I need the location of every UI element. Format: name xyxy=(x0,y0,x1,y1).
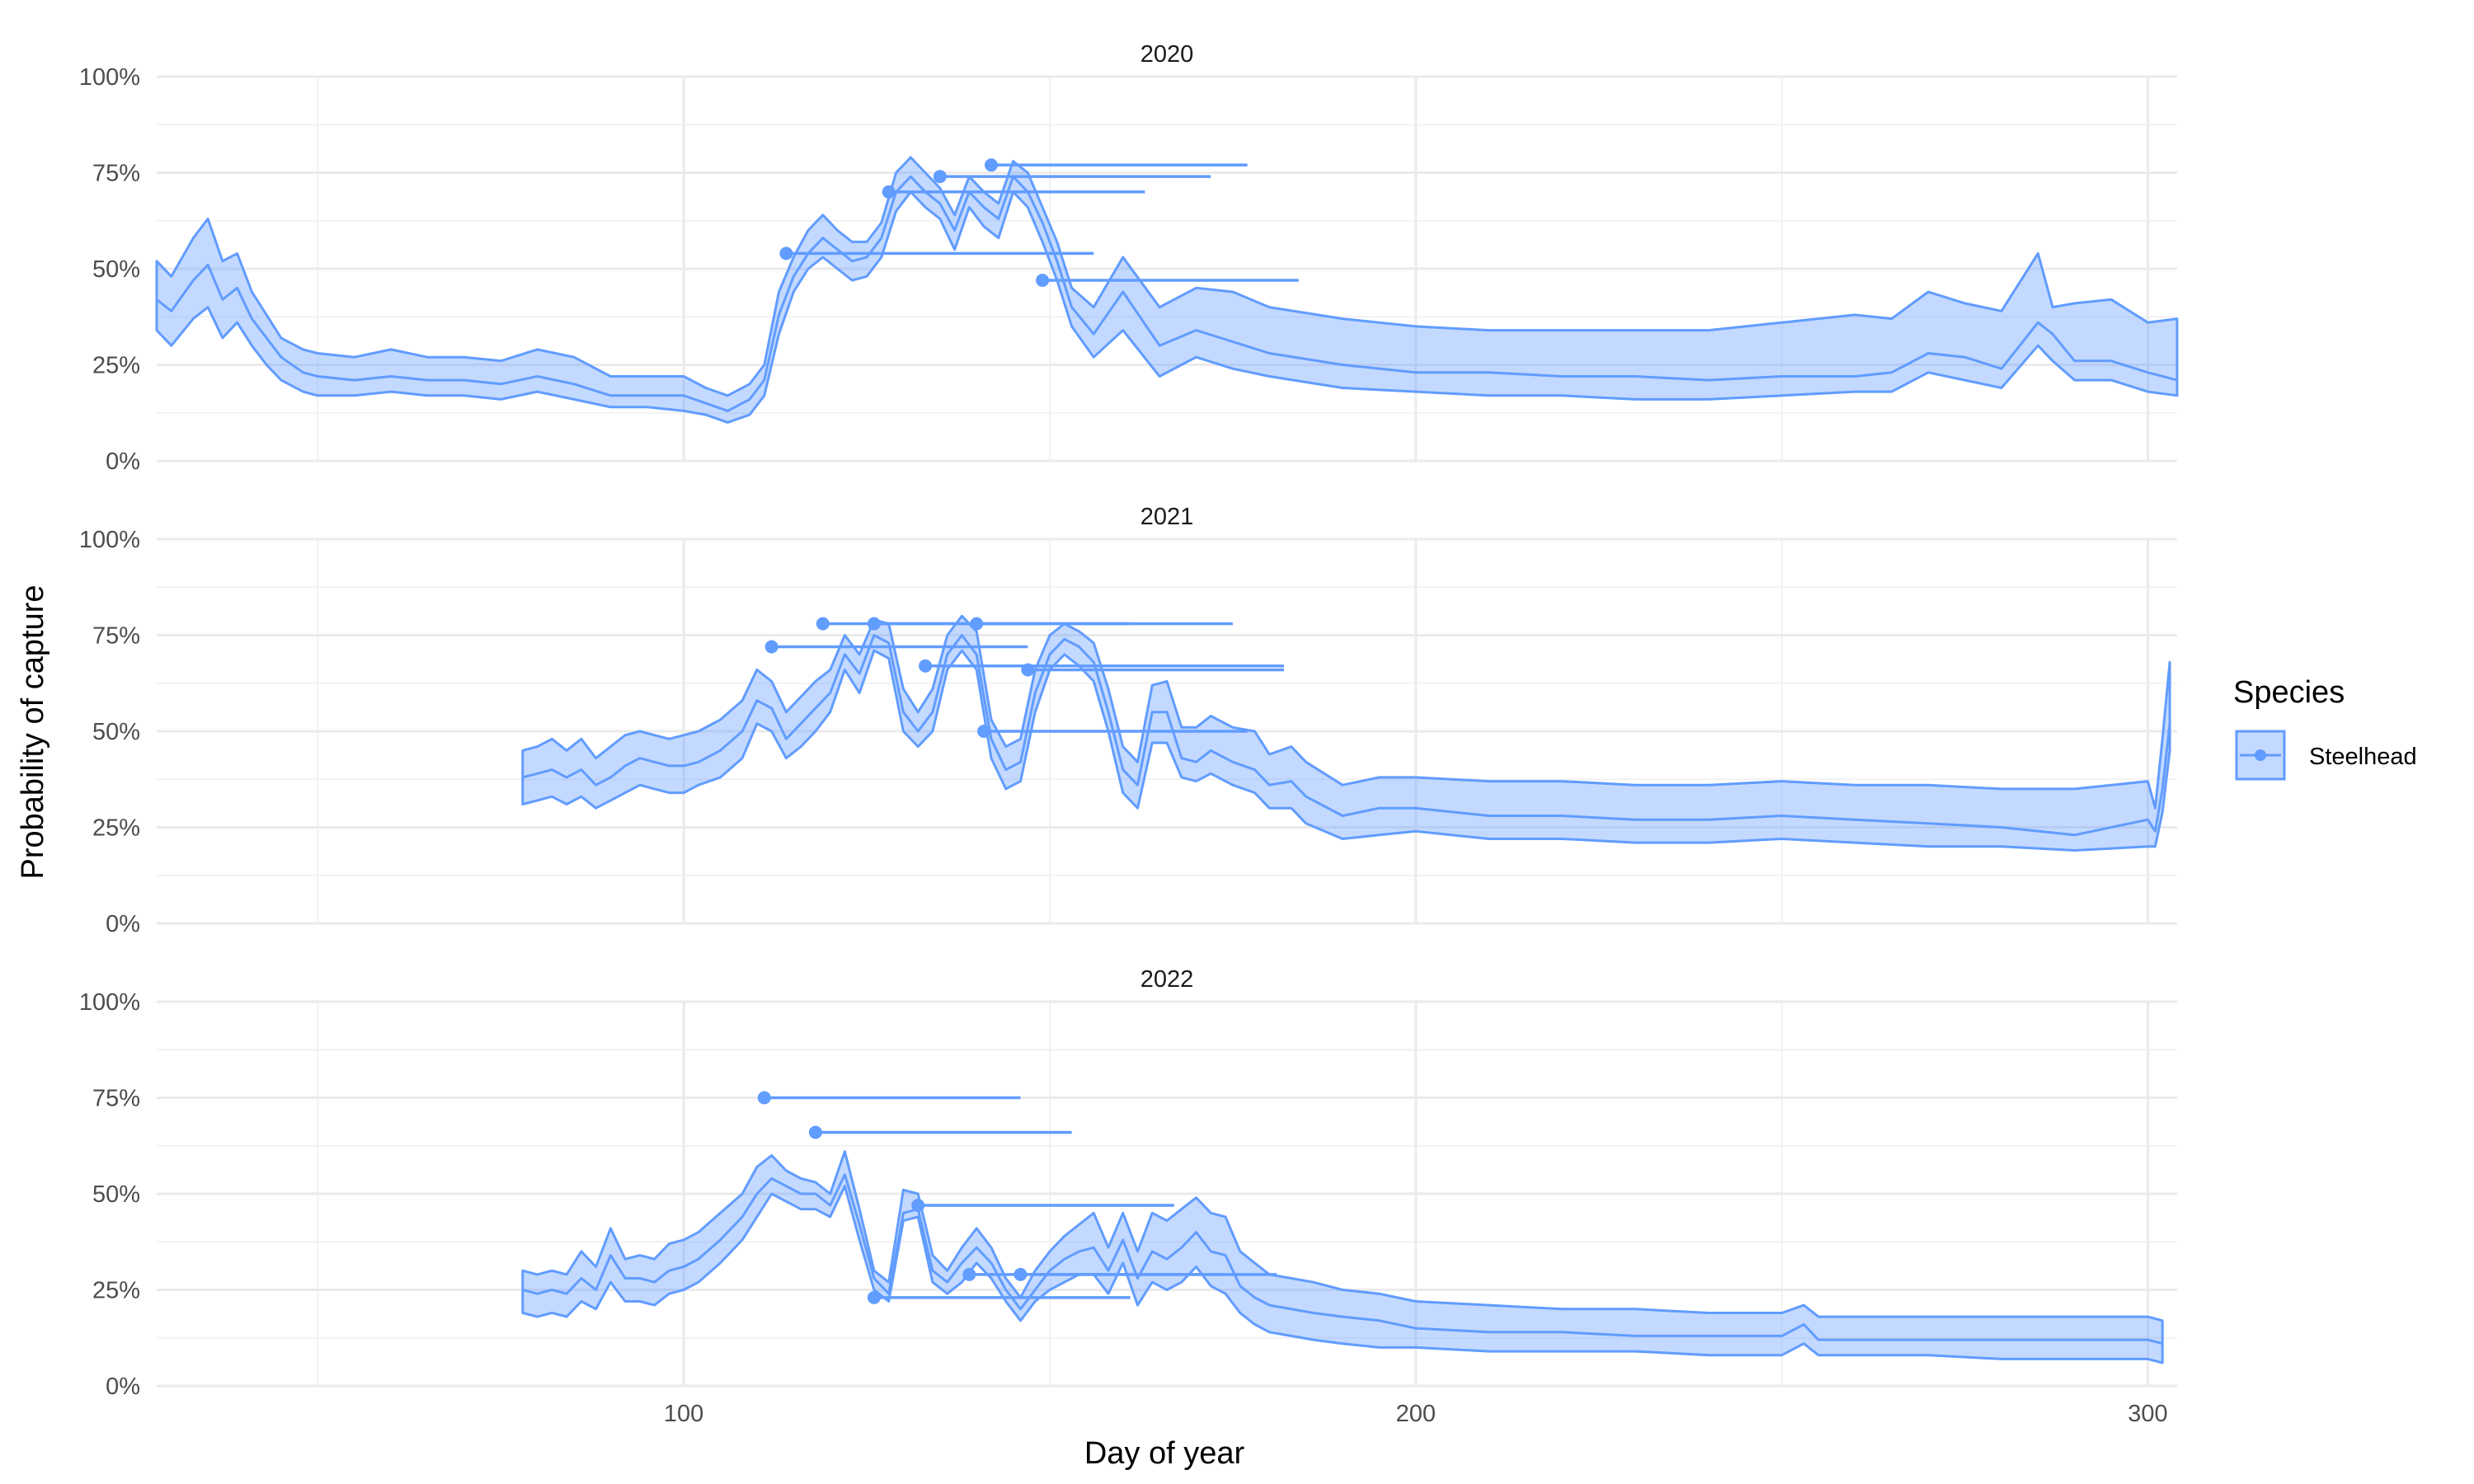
y-tick-label: 25% xyxy=(92,353,140,379)
y-tick-label: 50% xyxy=(92,719,140,745)
panel-2020: 2020 0% 25% 50% 75% 100% xyxy=(79,41,2179,475)
release-point xyxy=(882,185,896,199)
y-tick-label: 100% xyxy=(79,64,140,91)
release-point xyxy=(779,247,793,261)
release-point xyxy=(867,1290,881,1304)
release-point xyxy=(1014,1267,1028,1281)
y-tick-label: 50% xyxy=(92,256,140,283)
confidence-ribbon xyxy=(521,614,2171,852)
y-tick-label: 75% xyxy=(92,623,140,650)
mean-line xyxy=(156,175,2178,412)
confidence-ribbon xyxy=(521,1150,2164,1364)
panel-strip-label: 2022 xyxy=(1141,966,1194,993)
release-point xyxy=(764,640,778,654)
release-point xyxy=(757,1091,771,1105)
release-point xyxy=(962,1267,976,1281)
y-tick-label: 100% xyxy=(79,527,140,553)
release-point xyxy=(1021,663,1035,677)
release-point xyxy=(808,1125,822,1139)
chart-panels: 20200%25%50%75%100%20210%25%50%75%100%20… xyxy=(79,41,2179,1427)
release-point xyxy=(867,617,881,631)
y-tick-label: 25% xyxy=(92,1278,140,1304)
y-tick-label: 25% xyxy=(92,815,140,842)
x-tick-label: 200 xyxy=(1396,1401,1436,1427)
release-point xyxy=(1036,273,1050,287)
release-point xyxy=(911,1198,925,1212)
panel-strip-label: 2020 xyxy=(1141,41,1194,68)
y-tick-label: 0% xyxy=(106,448,140,475)
release-point xyxy=(816,617,830,631)
x-tick-label: 300 xyxy=(2128,1401,2167,1427)
y-tick-label: 50% xyxy=(92,1181,140,1208)
panel-2021: 2021 0% 25% 50% 75% 100% xyxy=(79,504,2177,937)
legend-title: Species xyxy=(2233,675,2345,710)
y-tick-label: 100% xyxy=(79,989,140,1016)
y-tick-label: 75% xyxy=(92,1086,140,1112)
legend-label-steelhead: Steelhead xyxy=(2309,744,2417,770)
release-point xyxy=(933,170,947,184)
x-axis-title: Day of year xyxy=(1084,1436,1245,1471)
legend-key-point xyxy=(2255,749,2266,761)
release-point xyxy=(977,725,991,738)
y-tick-label: 0% xyxy=(106,1374,140,1400)
release-point xyxy=(970,617,984,631)
y-axis-title: Probability of capture xyxy=(16,585,50,880)
confidence-ribbon xyxy=(155,156,2179,424)
release-point xyxy=(919,659,933,673)
release-point xyxy=(984,158,998,172)
mean-line xyxy=(522,634,2171,837)
mean-line xyxy=(522,1173,2163,1345)
y-tick-label: 0% xyxy=(106,911,140,937)
x-tick-label: 100 xyxy=(664,1401,703,1427)
panel-strip-label: 2021 xyxy=(1141,504,1194,530)
y-tick-label: 75% xyxy=(92,161,140,187)
panel-2022: 2022 0% 25% 50% 75% 100% 100 200 300 xyxy=(79,966,2177,1427)
legend: Species Steelhead xyxy=(2233,675,2417,781)
